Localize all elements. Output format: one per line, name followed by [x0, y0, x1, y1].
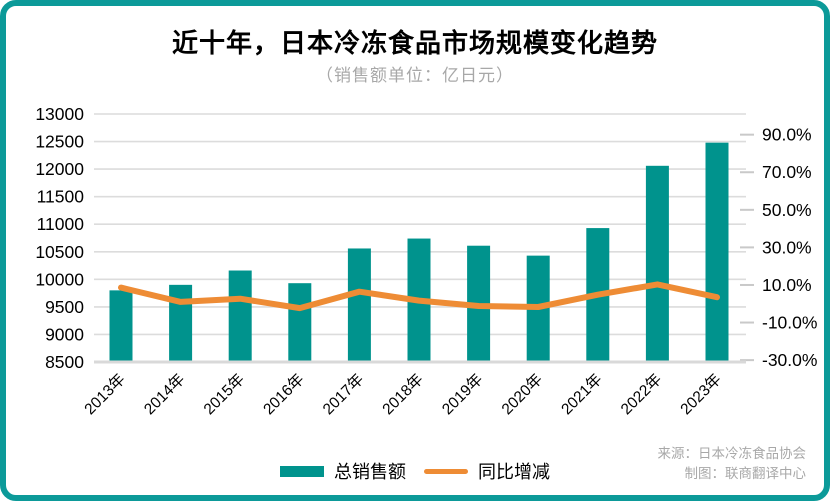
left-axis-tick-label: 9500: [45, 297, 84, 317]
right-axis-tick-label: -10.0%: [762, 313, 817, 333]
x-axis-label-2013年: 2013年: [81, 370, 129, 418]
bar-2014年: [169, 284, 193, 362]
right-axis-tick-label: 90.0%: [762, 125, 812, 145]
right-axis-tick-label: 10.0%: [762, 275, 812, 295]
legend-line-swatch: [424, 468, 468, 474]
legend-item-yoy-change: 同比增减: [424, 458, 550, 484]
left-axis-tick-label: 10000: [35, 269, 84, 289]
source-text: 来源：日本冷冻食品协会: [657, 446, 807, 461]
left-axis-tick-label: 10500: [35, 242, 84, 262]
left-axis-tick-label: 8500: [45, 352, 84, 372]
left-axis-tick-label: 13000: [35, 104, 84, 124]
yoy-trend-line: [118, 281, 720, 312]
bar-2016年: [288, 283, 312, 362]
left-axis-tick-label: 11000: [37, 214, 85, 234]
legend-bar-swatch: [280, 465, 324, 477]
left-axis-tick-label: 12500: [35, 132, 84, 152]
bar-2013年: [109, 290, 133, 362]
credit-text: 制图：联商翻译中心: [684, 466, 807, 481]
x-axis-label-2014年: 2014年: [140, 370, 188, 418]
x-axis-label-2022年: 2022年: [617, 370, 665, 418]
x-axis-label-2015年: 2015年: [200, 370, 248, 418]
right-axis-tick-label: 50.0%: [762, 200, 812, 220]
bar-2023年: [705, 142, 729, 362]
x-axis-label-2016年: 2016年: [260, 370, 308, 418]
left-axis-tick-label: 11500: [37, 187, 85, 207]
x-axis-label-2018年: 2018年: [379, 370, 427, 418]
legend-bar-label: 总销售额: [334, 462, 406, 482]
x-axis-label-2023年: 2023年: [677, 370, 725, 418]
chart-subtitle: （销售额单位：亿日元）: [316, 66, 514, 85]
x-axis-label-2021年: 2021年: [558, 370, 606, 418]
right-axis-tick-label: 70.0%: [762, 162, 812, 182]
right-axis-tick-label: 30.0%: [762, 237, 812, 257]
x-axis-label-2019年: 2019年: [438, 370, 486, 418]
bar-2015年: [228, 270, 252, 362]
bar-2022年: [645, 165, 669, 362]
bar-2017年: [347, 248, 371, 362]
left-axis-tick-label: 12000: [35, 159, 84, 179]
x-axis-label-2017年: 2017年: [319, 370, 367, 418]
x-axis-label-2020年: 2020年: [498, 370, 546, 418]
chart-title: 近十年，日本冷冻食品市场规模变化趋势: [171, 28, 658, 58]
right-axis-tick-label: -30.0%: [762, 350, 817, 370]
left-axis-tick-label: 9000: [45, 324, 84, 344]
legend: 总销售额 同比增减: [6, 458, 824, 484]
legend-item-total-sales: 总销售额: [280, 458, 406, 484]
combo-chart: 13000 12500 12000 11500 11000 10500 10000 9500 9…: [35, 104, 817, 418]
footer-credits: 来源：日本冷冻食品协会 制图：联商翻译中心: [658, 444, 807, 484]
legend-line-label: 同比增减: [478, 462, 550, 482]
